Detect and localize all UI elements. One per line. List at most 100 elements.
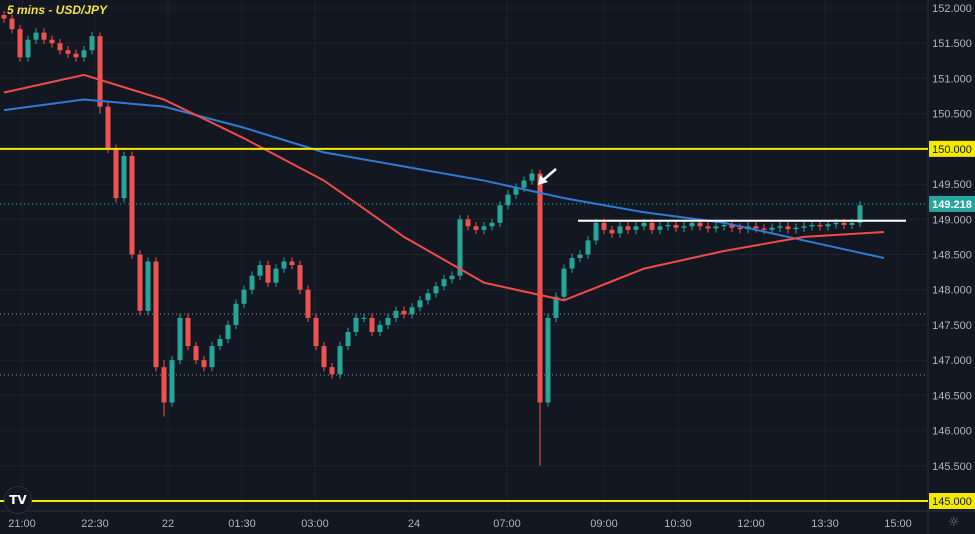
time-tick-label: 22 <box>162 518 174 530</box>
candle-body <box>601 222 607 230</box>
candle-body <box>825 224 831 227</box>
candle <box>145 257 151 316</box>
gear-icon[interactable]: ☼ <box>948 515 960 530</box>
candle <box>257 260 263 280</box>
candle-body <box>289 261 295 266</box>
candle-body <box>17 29 23 58</box>
candle-body <box>521 180 527 188</box>
candle <box>561 264 567 301</box>
candle <box>585 236 591 259</box>
candle <box>505 190 511 210</box>
candle-body <box>497 205 503 223</box>
candle-body <box>369 317 375 332</box>
price-tick-label: 146.500 <box>932 390 972 402</box>
time-tick-label: 15:00 <box>884 518 912 530</box>
price-tick-label: 147.500 <box>932 320 972 332</box>
candle-body <box>457 219 463 276</box>
candle-body <box>361 317 367 319</box>
candle-body <box>121 155 127 199</box>
candle <box>385 313 391 330</box>
candle-body <box>793 227 799 230</box>
candle-body <box>841 222 847 225</box>
moving-average-blue <box>3 98 885 260</box>
time-tick-label: 07:00 <box>493 518 521 530</box>
candle <box>177 313 183 365</box>
price-tick-label: 152.000 <box>932 3 972 15</box>
candle <box>705 222 711 233</box>
candle-body <box>505 194 511 206</box>
candle-body <box>633 226 639 230</box>
candle <box>361 313 367 323</box>
candle <box>665 220 671 231</box>
candle <box>73 49 79 62</box>
candle-body <box>193 346 199 361</box>
candle <box>825 219 831 231</box>
candle <box>401 306 407 319</box>
candle <box>553 292 559 323</box>
candle <box>673 220 679 232</box>
candle <box>121 151 127 203</box>
candle <box>753 222 759 233</box>
candle-body <box>377 324 383 332</box>
candle <box>481 222 487 235</box>
candle <box>193 341 199 365</box>
candle-body <box>409 307 415 315</box>
price-tick-label: 145.500 <box>932 461 972 473</box>
candle-body <box>481 226 487 230</box>
candle <box>265 260 271 287</box>
candle <box>153 257 159 372</box>
time-tick-label: 13:30 <box>811 518 839 530</box>
candle-body <box>49 39 55 44</box>
candle-body <box>593 222 599 241</box>
candle-body <box>89 36 95 51</box>
candle <box>233 299 239 330</box>
candle <box>273 264 279 287</box>
candle-body <box>297 265 303 290</box>
chart-title: 5 mins - USD/JPY <box>7 3 108 17</box>
candle <box>609 225 615 238</box>
candle-body <box>761 228 767 230</box>
candle-body <box>345 331 351 347</box>
candle <box>441 274 447 291</box>
candle <box>785 222 791 234</box>
candle <box>857 200 863 228</box>
candle-body <box>833 222 839 225</box>
last-price-label: 149.218 <box>932 199 972 211</box>
level-price-label: 145.000 <box>932 496 972 508</box>
price-tick-label: 151.000 <box>932 73 972 85</box>
candle <box>65 46 71 59</box>
candle-body <box>441 279 447 287</box>
candle <box>217 334 223 351</box>
candle-body <box>153 261 159 368</box>
candle <box>801 222 807 232</box>
candle-body <box>97 36 103 107</box>
candle-body <box>561 268 567 297</box>
candle <box>617 222 623 238</box>
annotation-arrow-head <box>538 175 548 185</box>
candle-body <box>201 360 207 368</box>
candle <box>545 313 551 407</box>
candle-body <box>385 317 391 325</box>
candle-body <box>1 15 7 19</box>
price-tick-label: 148.000 <box>932 285 972 297</box>
candle-body <box>529 173 535 181</box>
price-tick-label: 148.500 <box>932 250 972 262</box>
candle-body <box>553 296 559 318</box>
price-tick-label: 149.500 <box>932 179 972 191</box>
time-tick-label: 09:00 <box>590 518 618 530</box>
candle-body <box>161 367 167 403</box>
candle <box>497 200 503 228</box>
candle <box>169 355 175 407</box>
candle <box>281 257 287 273</box>
candle <box>417 296 423 312</box>
candle-body <box>657 226 663 230</box>
candle-body <box>337 346 343 375</box>
candle-body <box>801 226 807 228</box>
candle-body <box>625 226 631 230</box>
candle-body <box>57 43 63 51</box>
time-tick-label: 03:00 <box>301 518 329 530</box>
candle-body <box>753 226 759 229</box>
candle-body <box>145 261 151 311</box>
tradingview-logo-icon[interactable]: TV <box>4 486 32 514</box>
